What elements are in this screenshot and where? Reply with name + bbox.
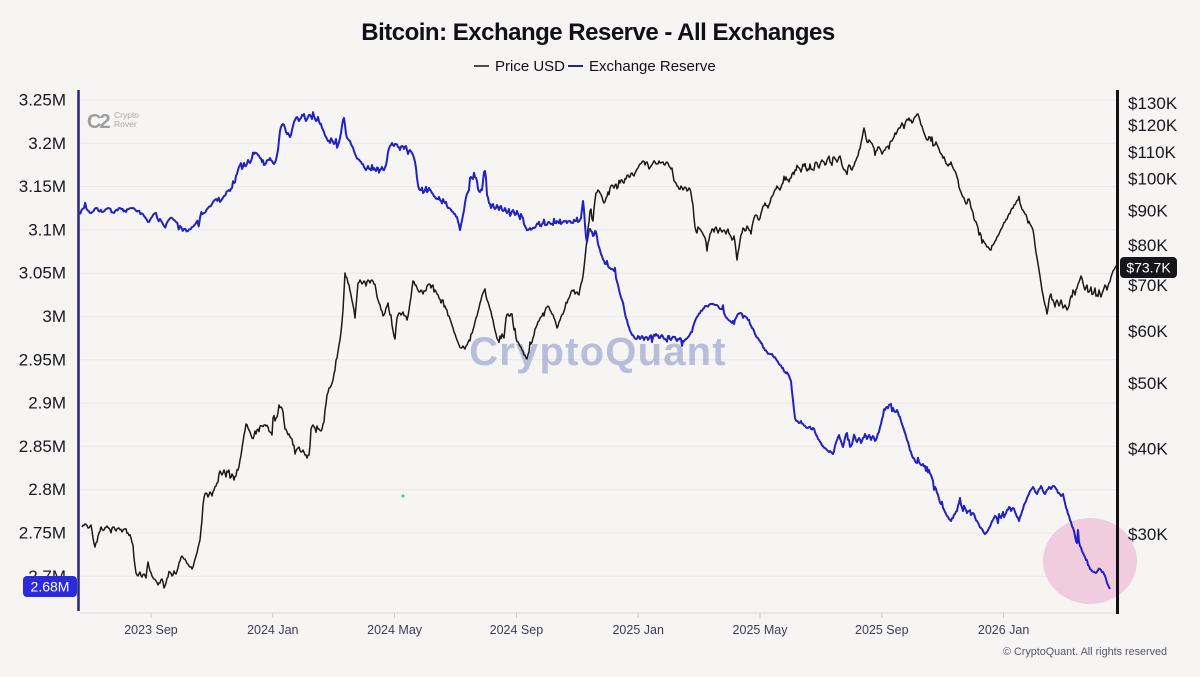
svg-text:2.85M: 2.85M bbox=[19, 437, 66, 456]
svg-text:$130K: $130K bbox=[1128, 94, 1178, 113]
svg-text:$120K: $120K bbox=[1128, 116, 1178, 135]
svg-text:$90K: $90K bbox=[1128, 202, 1168, 221]
svg-text:2.95M: 2.95M bbox=[19, 350, 66, 369]
svg-text:3.05M: 3.05M bbox=[19, 264, 66, 283]
svg-text:Rover: Rover bbox=[114, 119, 137, 129]
svg-text:Bitcoin: Exchange Reserve - Al: Bitcoin: Exchange Reserve - All Exchange… bbox=[361, 19, 835, 46]
svg-text:$50K: $50K bbox=[1128, 374, 1168, 393]
svg-text:$40K: $40K bbox=[1128, 440, 1168, 459]
svg-text:2.9M: 2.9M bbox=[28, 394, 66, 413]
svg-text:$70K: $70K bbox=[1128, 276, 1168, 295]
svg-text:3.25M: 3.25M bbox=[19, 91, 66, 110]
svg-text:3.2M: 3.2M bbox=[28, 134, 66, 153]
svg-text:$110K: $110K bbox=[1128, 143, 1177, 162]
svg-text:2025 Jan: 2025 Jan bbox=[612, 623, 663, 637]
svg-text:2025 Sep: 2025 Sep bbox=[855, 623, 909, 637]
svg-text:2.75M: 2.75M bbox=[19, 524, 66, 543]
svg-text:C2: C2 bbox=[87, 111, 110, 133]
svg-text:2024 Jan: 2024 Jan bbox=[247, 623, 298, 637]
svg-text:3.1M: 3.1M bbox=[28, 220, 66, 239]
svg-text:Price USD: Price USD bbox=[495, 58, 565, 75]
svg-text:2025 May: 2025 May bbox=[733, 623, 789, 637]
svg-text:3M: 3M bbox=[42, 307, 66, 326]
svg-text:Crypto: Crypto bbox=[114, 110, 139, 120]
svg-text:2.8M: 2.8M bbox=[28, 480, 66, 499]
svg-text:$80K: $80K bbox=[1128, 236, 1168, 255]
svg-text:2026 Jan: 2026 Jan bbox=[978, 623, 1029, 637]
svg-text:Exchange Reserve: Exchange Reserve bbox=[589, 58, 716, 75]
svg-text:$73.7K: $73.7K bbox=[1126, 260, 1171, 276]
svg-text:$100K: $100K bbox=[1128, 169, 1178, 188]
svg-text:3.15M: 3.15M bbox=[19, 177, 66, 196]
svg-text:$30K: $30K bbox=[1128, 525, 1168, 544]
svg-text:2.68M: 2.68M bbox=[31, 579, 70, 595]
svg-text:2023 Sep: 2023 Sep bbox=[124, 623, 178, 637]
svg-text:2024 May: 2024 May bbox=[367, 623, 423, 637]
svg-text:CryptoQuant: CryptoQuant bbox=[469, 330, 727, 374]
svg-text:© CryptoQuant. All rights rese: © CryptoQuant. All rights reserved bbox=[1003, 646, 1167, 658]
svg-text:$60K: $60K bbox=[1128, 322, 1168, 341]
svg-text:2024 Sep: 2024 Sep bbox=[490, 623, 544, 637]
